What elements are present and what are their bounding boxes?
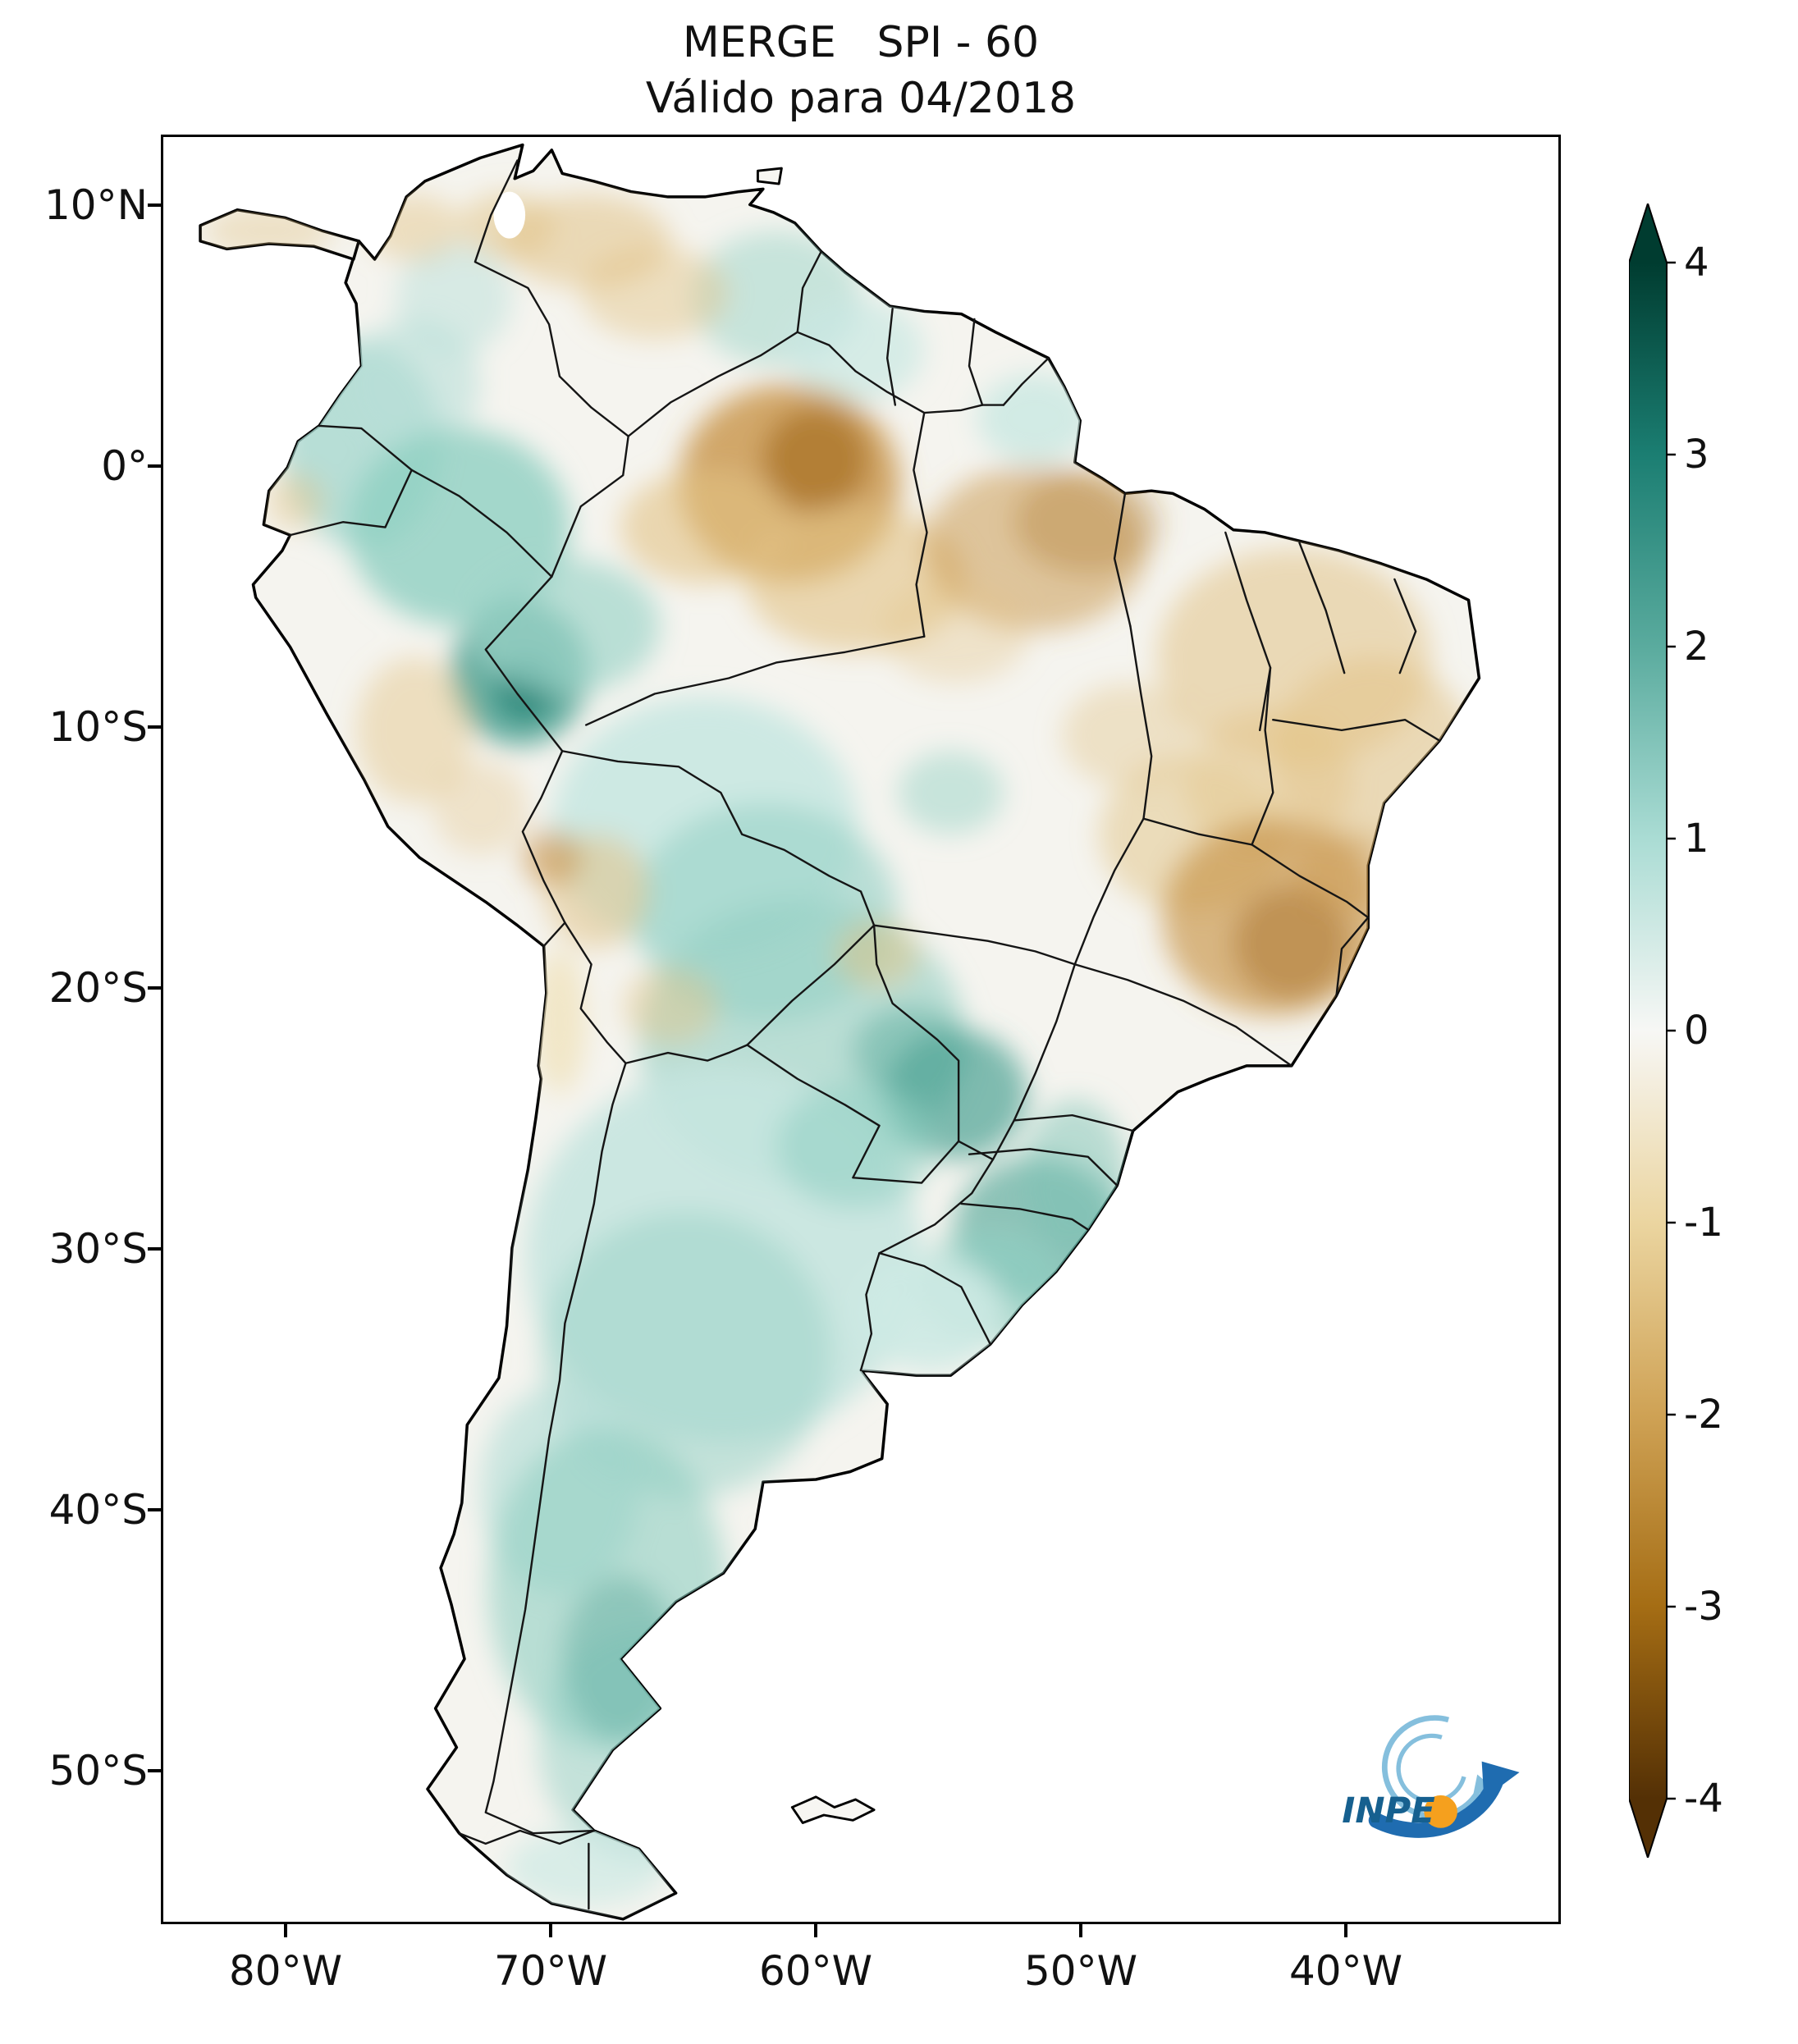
y-tick-mark	[148, 986, 161, 990]
map-frame: INPE	[161, 135, 1561, 1924]
colorbar-label-3: 3	[1684, 432, 1709, 478]
colorbar-label-1: 1	[1684, 816, 1709, 862]
x-tick-label-40w: 40°W	[1288, 1947, 1403, 1995]
colorbar-label-m3: -3	[1684, 1584, 1723, 1630]
y-tick-label-30s: 30°S	[48, 1225, 148, 1273]
colorbar-label-m2: -2	[1684, 1392, 1723, 1438]
x-tick-label-80w: 80°W	[228, 1947, 343, 1995]
x-tick-label-70w: 70°W	[493, 1947, 608, 1995]
inpe-logo: INPE	[1342, 1715, 1520, 1838]
y-tick-label-40s: 40°S	[48, 1486, 148, 1534]
lake-maracaibo	[493, 191, 526, 239]
colorbar-svg	[1628, 200, 1676, 1861]
y-tick-mark	[148, 1769, 161, 1772]
logo-text: INPE	[1342, 1790, 1435, 1831]
trinidad-island	[756, 167, 783, 185]
colorbar-gradient-bar	[1628, 200, 1668, 1861]
colorbar-label-0: 0	[1684, 1008, 1709, 1054]
falkland-islands	[790, 1795, 876, 1824]
y-tick-label-10n: 10°N	[43, 181, 148, 229]
logo-swirl-arrowhead	[1472, 1774, 1494, 1797]
colorbar	[1628, 200, 1678, 1861]
colorbar-label-2: 2	[1684, 624, 1709, 670]
figure-title-line1: MERGE SPI - 60	[682, 18, 1040, 67]
x-tick-mark	[549, 1924, 552, 1937]
south-america-map: INPE	[199, 143, 1520, 1921]
x-tick-mark	[1344, 1924, 1347, 1937]
y-tick-label-20s: 20°S	[48, 964, 148, 1012]
logo-arrowhead	[1481, 1761, 1520, 1799]
y-tick-label-50s: 50°S	[48, 1747, 148, 1795]
y-tick-mark	[148, 725, 161, 729]
y-tick-mark	[148, 1247, 161, 1251]
political-borders	[289, 159, 1441, 1910]
y-tick-mark	[148, 1508, 161, 1511]
colorbar-label-m1: -1	[1684, 1200, 1723, 1246]
logo-orange-ball	[1424, 1795, 1457, 1828]
figure-title-line2: Válido para 04/2018	[645, 74, 1077, 123]
y-tick-label-0: 0°	[101, 442, 148, 490]
y-tick-label-10s: 10°S	[48, 703, 148, 751]
colorbar-label-4: 4	[1684, 240, 1709, 286]
x-tick-label-60w: 60°W	[758, 1947, 873, 1995]
logo-swirl-outer	[1381, 1715, 1485, 1819]
x-tick-mark	[814, 1924, 817, 1937]
x-tick-label-50w: 50°W	[1023, 1947, 1138, 1995]
y-tick-mark	[148, 464, 161, 468]
colorbar-tick-marks	[1667, 261, 1676, 1800]
logo-swirl-inner	[1396, 1733, 1466, 1804]
x-tick-mark	[284, 1924, 287, 1937]
x-tick-mark	[1079, 1924, 1082, 1937]
colorbar-label-m4: -4	[1684, 1776, 1723, 1822]
y-tick-mark	[148, 203, 161, 207]
